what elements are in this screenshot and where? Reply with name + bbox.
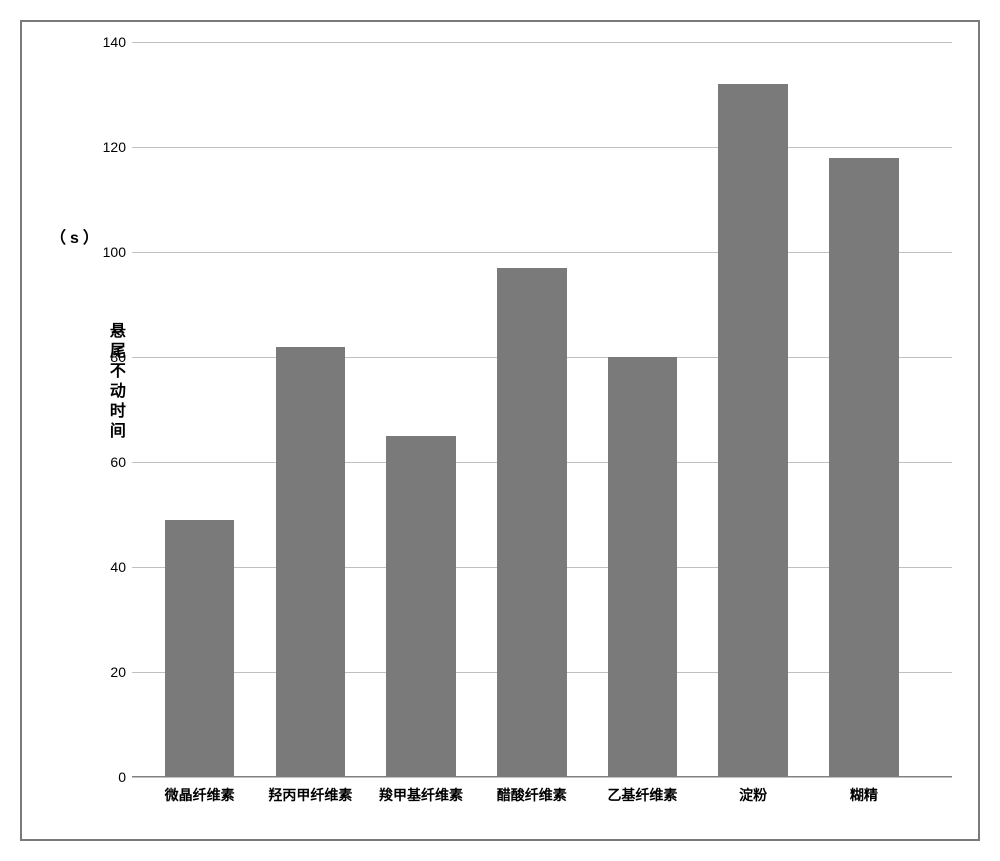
chart-inner-frame: 020406080100120140微晶纤维素羟丙甲纤维素羧甲基纤维素醋酸纤维素…	[20, 20, 980, 841]
gridline	[132, 147, 952, 148]
bar	[718, 84, 788, 777]
chart-area: 020406080100120140微晶纤维素羟丙甲纤维素羧甲基纤维素醋酸纤维素…	[22, 22, 978, 839]
y-tick-label: 120	[103, 139, 132, 155]
bar	[608, 357, 678, 777]
x-tick-label: 羧甲基纤维素	[379, 785, 463, 805]
bar	[276, 347, 346, 778]
x-tick-label: 微晶纤维素	[165, 785, 235, 805]
gridline	[132, 777, 952, 778]
y-axis-title-text: 悬尾不动时间	[107, 322, 124, 442]
y-tick-label: 140	[103, 34, 132, 50]
bar	[386, 436, 456, 777]
gridline	[132, 42, 952, 43]
x-tick-label: 糊精	[850, 785, 878, 805]
plot-area: 020406080100120140微晶纤维素羟丙甲纤维素羧甲基纤维素醋酸纤维素…	[132, 42, 952, 777]
y-tick-label: 0	[118, 769, 132, 785]
x-tick-label: 淀粉	[739, 785, 767, 805]
x-tick-label: 醋酸纤维素	[497, 785, 567, 805]
bar	[497, 268, 567, 777]
y-tick-label: 40	[110, 559, 132, 575]
y-axis-title-unit: （s）	[50, 224, 103, 248]
bar	[165, 520, 235, 777]
chart-outer-frame: 020406080100120140微晶纤维素羟丙甲纤维素羧甲基纤维素醋酸纤维素…	[0, 0, 1000, 861]
x-tick-label: 羟丙甲纤维素	[268, 785, 352, 805]
y-tick-label: 20	[110, 664, 132, 680]
y-axis-title: 悬尾不动时间 （s）	[50, 222, 127, 542]
bar	[829, 158, 899, 778]
x-tick-label: 乙基纤维素	[607, 785, 677, 805]
